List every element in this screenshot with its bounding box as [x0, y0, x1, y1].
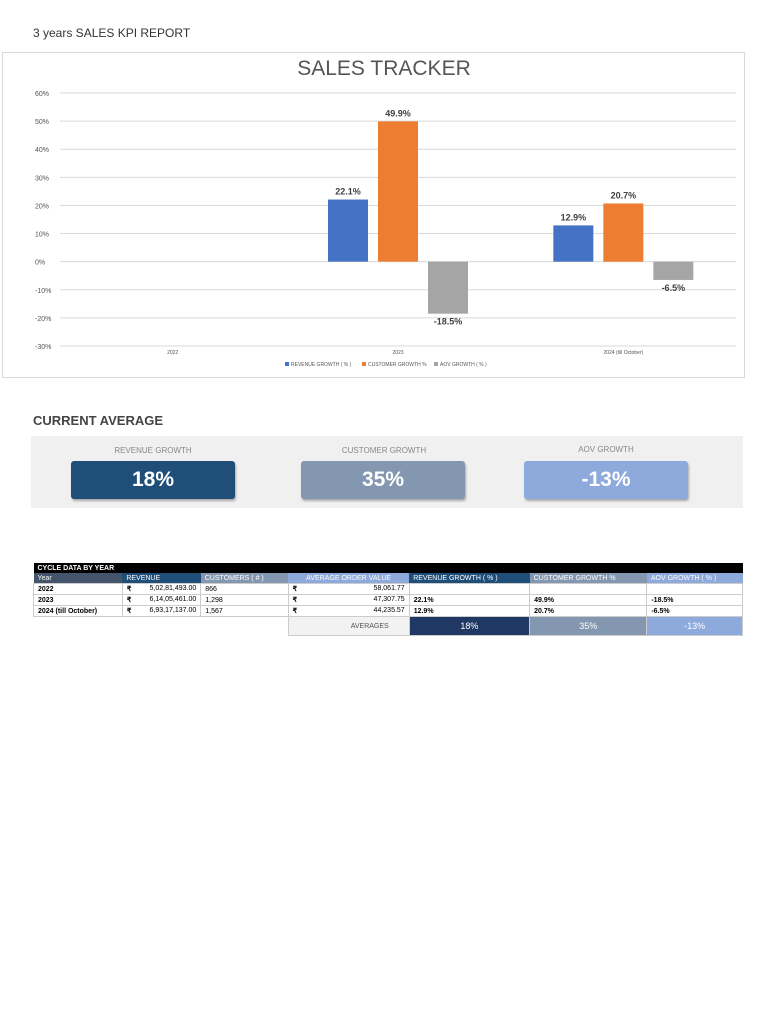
data-label: -18.5% — [434, 317, 463, 327]
y-tick-label: 50% — [35, 119, 49, 126]
bar — [328, 199, 368, 262]
value: 6,14,05,461.00 — [149, 596, 197, 603]
legend-label: AOV GROWTH ( % ) — [440, 362, 487, 368]
y-tick-label: 20% — [35, 203, 49, 210]
currency-symbol: ₹ — [126, 608, 132, 615]
currency-symbol: ₹ — [126, 586, 132, 593]
revenue-growth-cell: 22.1% — [408, 594, 531, 606]
currency-symbol: ₹ — [292, 586, 298, 593]
current-average-title: CURRENT AVERAGE — [33, 413, 164, 428]
x-tick-label: 2023 — [392, 350, 403, 356]
legend-label: CUSTOMER GROWTH % — [368, 362, 427, 368]
customer-growth-cell: 49.9% — [529, 594, 648, 606]
header-aov-growth: AOV GROWTH ( % ) — [646, 573, 743, 584]
header-customers: CUSTOMERS ( # ) — [200, 573, 289, 584]
chart-title: SALES TRACKER — [297, 57, 471, 80]
revenue-growth-cell — [408, 583, 531, 595]
customers-cell: 1,298 — [200, 594, 289, 606]
legend-swatch — [285, 362, 289, 366]
value: 44,235.57 — [373, 607, 405, 614]
customers-cell: 1,567 — [200, 605, 289, 617]
bar — [553, 225, 594, 262]
y-tick-label: -30% — [35, 344, 51, 351]
kpi-label-aov: AOV GROWTH — [578, 445, 634, 454]
data-label: 12.9% — [561, 212, 587, 222]
y-tick-label: 0% — [35, 260, 45, 267]
header-revenue: REVENUE — [122, 573, 201, 584]
aov-growth-cell: -6.5% — [646, 605, 743, 617]
y-tick-label: -10% — [35, 288, 51, 295]
aov-growth-cell: -18.5% — [646, 594, 743, 606]
aov-cell: ₹47,307.75 — [287, 594, 410, 606]
table-row: 2024 (till October) ₹6,93,17,137.00 1,567 ₹… — [33, 605, 743, 617]
x-tick-label: 2024 (till October) — [603, 350, 643, 356]
currency-symbol: ₹ — [126, 597, 132, 604]
legend-swatch — [434, 362, 438, 366]
header-customer-growth: CUSTOMER GROWTH % — [529, 573, 647, 584]
header-revenue-growth: REVENUE GROWTH ( % ) — [409, 573, 530, 584]
x-tick-label: 2022 — [167, 350, 178, 356]
data-label: 20.7% — [611, 190, 637, 200]
aov-cell: ₹44,235.57 — [287, 605, 410, 617]
legend-label: REVENUE GROWTH ( % ) — [291, 362, 352, 368]
avg-revenue-growth: 18% — [408, 616, 531, 636]
bar — [428, 261, 468, 314]
sales-tracker-chart: 60% 50% 40% 30% 20% 10% 0% -10% -20% -30% 2022 2023… — [35, 91, 736, 368]
cycle-data-table: CYCLE DATA BY YEAR Year REVENUE CUSTOMER… — [33, 563, 743, 636]
table-title: CYCLE DATA BY YEAR — [33, 563, 743, 573]
value: 5,02,81,493.00 — [149, 585, 197, 592]
y-tick-label: 60% — [35, 91, 49, 98]
avg-aov-growth: -13% — [646, 616, 743, 636]
value: 47,307.75 — [373, 596, 405, 603]
y-tick-label: 10% — [35, 232, 49, 239]
kpi-revenue-growth: 18% — [71, 461, 235, 499]
kpi-label-revenue: REVENUE GROWTH — [114, 446, 192, 455]
revenue-growth-cell: 12.9% — [408, 605, 531, 617]
kpi-aov-growth: -13% — [524, 461, 688, 499]
chart-frame — [2, 52, 745, 378]
currency-symbol: ₹ — [292, 608, 298, 615]
aov-growth-cell — [646, 583, 743, 595]
y-tick-label: 40% — [35, 147, 49, 154]
revenue-cell: ₹6,14,05,461.00 — [121, 594, 202, 606]
data-label: -6.5% — [662, 283, 686, 293]
data-label: 49.9% — [385, 108, 411, 118]
kpi-customer-growth: 35% — [301, 461, 465, 499]
year-cell: 2022 — [33, 583, 123, 595]
value: 6,93,17,137.00 — [149, 607, 197, 614]
y-tick-label: -20% — [35, 316, 51, 323]
averages-label: AVERAGES — [287, 616, 410, 636]
customer-growth-cell — [529, 583, 648, 595]
customers-cell: 866 — [200, 583, 289, 595]
value: 58,061.77 — [373, 585, 405, 592]
y-tick-label: 30% — [35, 175, 49, 182]
report-title: 3 years SALES KPI REPORT — [33, 26, 191, 40]
table-row: 2022 ₹5,02,81,493.00 866 ₹58,061.77 — [33, 583, 743, 595]
table-row: 2023 ₹6,14,05,461.00 1,298 ₹47,307.75 22.1% 4… — [33, 594, 743, 606]
revenue-cell: ₹6,93,17,137.00 — [121, 605, 202, 617]
bar — [653, 261, 694, 280]
revenue-cell: ₹5,02,81,493.00 — [121, 583, 202, 595]
header-year: Year — [33, 573, 123, 584]
bar — [378, 121, 418, 262]
header-aov: AVERAGE ORDER VALUE — [288, 573, 410, 584]
year-cell: 2024 (till October) — [33, 605, 123, 617]
aov-cell: ₹58,061.77 — [287, 583, 410, 595]
currency-symbol: ₹ — [292, 597, 298, 604]
kpi-label-customer: CUSTOMER GROWTH — [341, 446, 427, 455]
customer-growth-cell: 20.7% — [529, 605, 648, 617]
current-average-panel: REVENUE GROWTH 18% CUSTOMER GROWTH 35% A… — [31, 436, 743, 508]
avg-customer-growth: 35% — [529, 616, 648, 636]
bar — [603, 203, 644, 262]
year-cell: 2023 — [33, 594, 123, 606]
data-label: 22.1% — [335, 187, 361, 197]
legend-swatch — [362, 362, 366, 366]
